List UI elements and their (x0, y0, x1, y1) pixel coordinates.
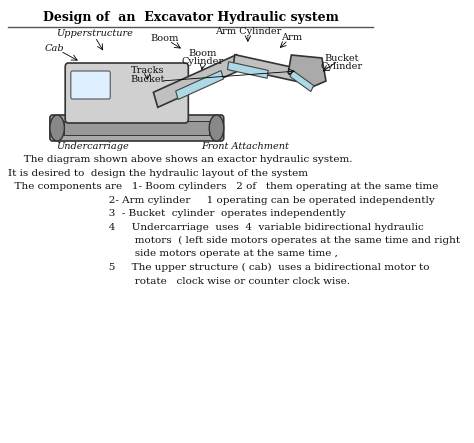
Bar (64, 121, 209, 135)
Text: Design of  an  Excavator Hydraulic system: Design of an Excavator Hydraulic system (43, 11, 339, 24)
Text: side motors operate at the same time ,: side motors operate at the same time , (8, 249, 338, 259)
Text: 4     Undercarriage  uses  4  variable bidirectional hydraulic: 4 Undercarriage uses 4 variable bidirect… (8, 222, 424, 232)
Text: Bucket: Bucket (325, 54, 359, 62)
Ellipse shape (209, 115, 224, 141)
FancyBboxPatch shape (65, 63, 188, 123)
Text: The diagram shown above shows an exactor hydraulic system.: The diagram shown above shows an exactor… (15, 155, 353, 164)
Ellipse shape (50, 115, 64, 141)
Text: Bucket: Bucket (130, 74, 164, 83)
Polygon shape (290, 70, 314, 92)
Text: Arm Cylinder: Arm Cylinder (215, 27, 281, 35)
Text: Upperstructure: Upperstructure (56, 28, 133, 38)
Text: Cylinder: Cylinder (321, 62, 363, 70)
Polygon shape (288, 55, 326, 88)
Text: Arm: Arm (281, 32, 302, 42)
Text: 3  - Bucket  cylinder  operates independently: 3 - Bucket cylinder operates independent… (8, 209, 346, 218)
Text: Undercarriage: Undercarriage (56, 141, 129, 151)
Polygon shape (233, 54, 298, 82)
Text: rotate   clock wise or counter clock wise.: rotate clock wise or counter clock wise. (8, 276, 350, 285)
Text: motors  ( left side motors operates at the same time and right: motors ( left side motors operates at th… (8, 236, 460, 245)
Text: 5     The upper structure ( cab)  uses a bidirectional motor to: 5 The upper structure ( cab) uses a bidi… (8, 263, 429, 272)
Text: 2- Arm cylinder     1 operating can be operated independently: 2- Arm cylinder 1 operating can be opera… (8, 195, 435, 205)
FancyBboxPatch shape (50, 115, 224, 141)
Text: Front Attachment: Front Attachment (201, 141, 290, 151)
Text: Boom: Boom (189, 48, 217, 58)
FancyBboxPatch shape (71, 71, 110, 99)
Text: Cab: Cab (45, 43, 64, 53)
Text: Boom: Boom (151, 34, 179, 43)
Polygon shape (154, 54, 241, 107)
Text: Cylinder: Cylinder (182, 57, 224, 66)
Text: The components are   1- Boom cylinders   2 of   them operating at the same time: The components are 1- Boom cylinders 2 o… (8, 182, 438, 191)
Polygon shape (228, 62, 268, 78)
Text: Tracks: Tracks (130, 66, 164, 74)
Polygon shape (176, 70, 224, 100)
Text: It is desired to  design the hydraulic layout of the system: It is desired to design the hydraulic la… (8, 168, 308, 178)
